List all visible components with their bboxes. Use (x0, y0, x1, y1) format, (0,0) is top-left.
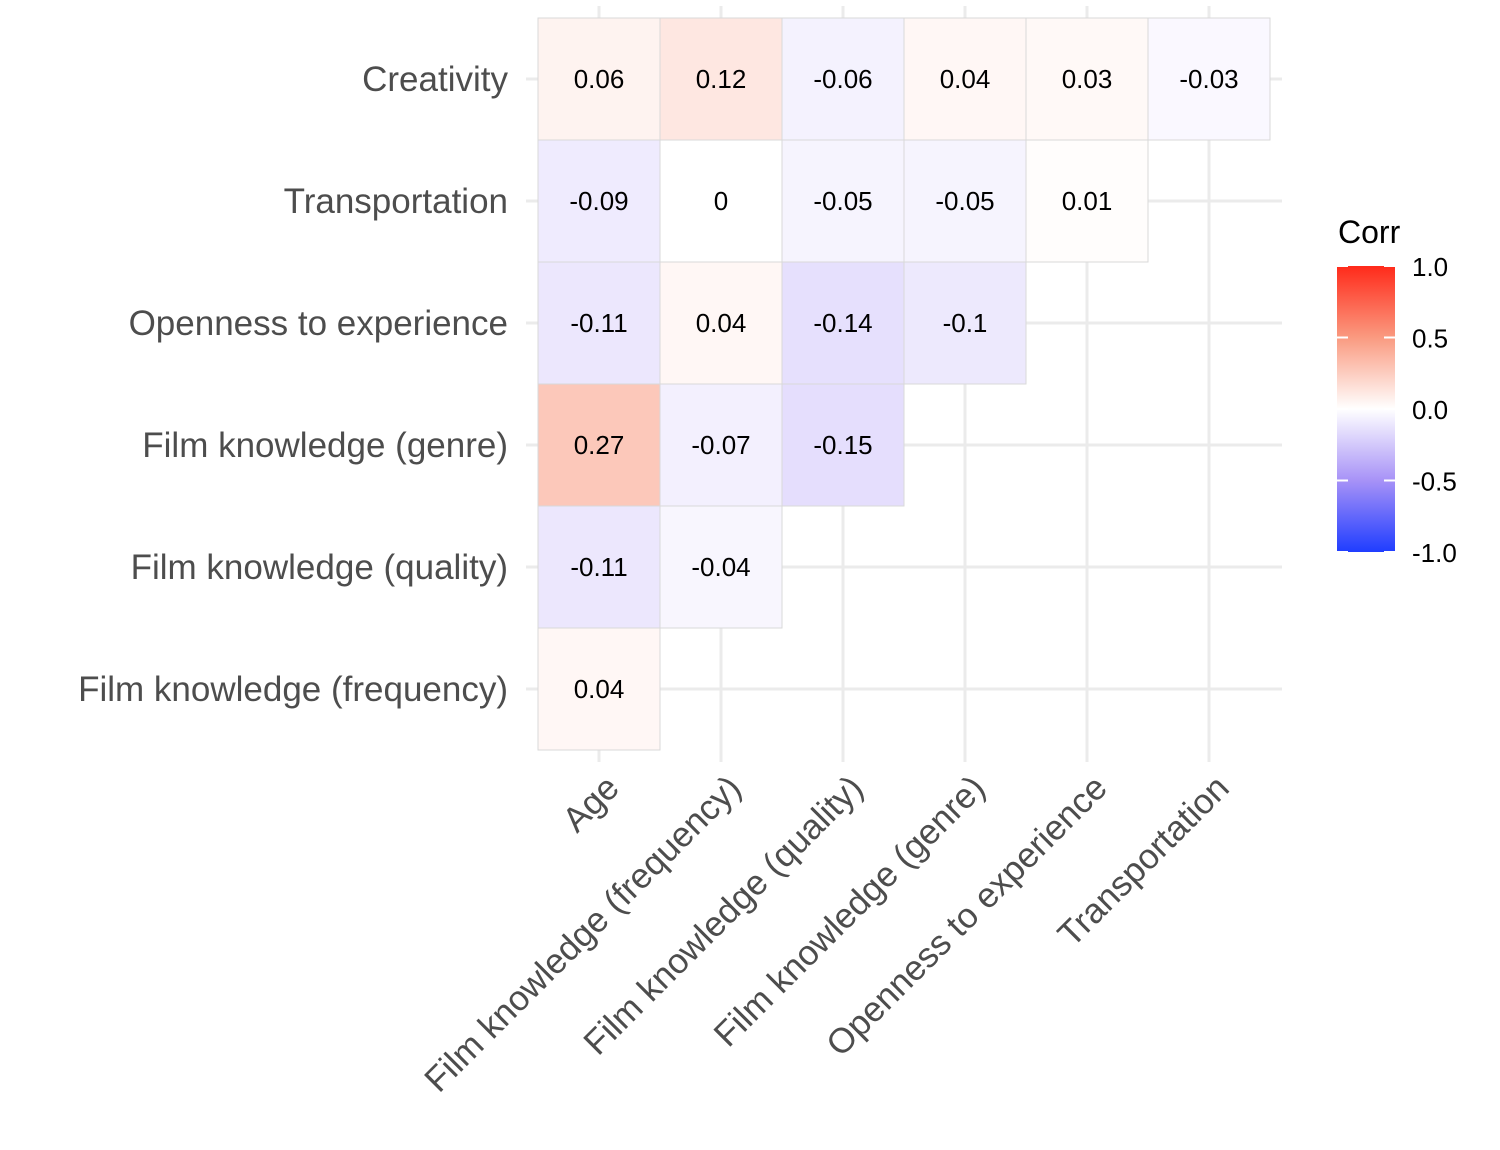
tile-value-label: 0.04 (574, 674, 625, 704)
tile-value-label: -0.05 (935, 186, 994, 216)
x-tick-label: Age (555, 768, 627, 840)
y-axis-labels: Film knowledge (frequency) Film knowledge… (78, 60, 508, 709)
heatmap-tile (537, 139, 661, 263)
y-tick-label: Film knowledge (genre) (142, 426, 508, 465)
legend: Corr 1.0 0.5 0.0 -0.5 -1.0 (1337, 214, 1457, 568)
tile-value-label: 0.12 (696, 64, 747, 94)
heatmap-tile (781, 261, 905, 385)
tile-value-label: 0 (714, 186, 728, 216)
tile-value-label: -0.09 (569, 186, 628, 216)
tile-value-label: 0.03 (1062, 64, 1113, 94)
heatmap-tile (781, 17, 905, 141)
tile-value-label: -0.14 (813, 308, 872, 338)
heatmap-tile (903, 17, 1027, 141)
heatmap-tile (1147, 17, 1271, 141)
heatmap-tile (1025, 17, 1149, 141)
heatmap-tile (903, 261, 1027, 385)
y-tick-label: Creativity (362, 60, 508, 99)
legend-tick-label: 0.0 (1412, 395, 1448, 425)
heatmap-tile (537, 383, 661, 507)
tile-value-label: -0.1 (943, 308, 988, 338)
y-tick-label: Transportation (284, 182, 508, 221)
y-tick-label: Film knowledge (quality) (131, 548, 508, 587)
heatmap-tile (659, 383, 783, 507)
y-tick-label: Openness to experience (129, 304, 508, 343)
tile-value-label: 0.04 (696, 308, 747, 338)
tiles: 0.06 0.12 -0.06 0.04 0.03 -0.03 -0.09 0 -0.05 -0.… (537, 17, 1271, 751)
tile-value-label: -0.11 (570, 552, 627, 582)
tile-value-label: -0.05 (813, 186, 872, 216)
heatmap-tile (659, 139, 783, 263)
heatmap-tile (537, 627, 661, 751)
heatmap-tile (537, 17, 661, 141)
tile-value-label: -0.07 (691, 430, 750, 460)
heatmap-tile (903, 139, 1027, 263)
legend-title: Corr (1338, 214, 1401, 250)
tile-value-label: 0.27 (574, 430, 625, 460)
heatmap-tile (537, 505, 661, 629)
heatmap-tile (781, 383, 905, 507)
tile-value-label: -0.06 (813, 64, 872, 94)
tile-value-label: 0.01 (1062, 186, 1113, 216)
tile-value-label: -0.15 (813, 430, 872, 460)
heatmap-tile (537, 261, 661, 385)
heatmap-tile (659, 505, 783, 629)
tile-value-label: 0.04 (940, 64, 991, 94)
legend-tick-label: 1.0 (1412, 252, 1448, 282)
legend-tick-label: -1.0 (1412, 538, 1457, 568)
legend-tick-label: 0.5 (1412, 324, 1448, 354)
heatmap-tile (1025, 139, 1149, 263)
tile-value-label: -0.04 (691, 552, 750, 582)
heatmap-tile (659, 17, 783, 141)
tile-value-label: -0.03 (1179, 64, 1238, 94)
tile-value-label: -0.11 (570, 308, 627, 338)
legend-tick-label: -0.5 (1412, 467, 1457, 497)
tile-value-label: 0.06 (574, 64, 625, 94)
heatmap-tile (781, 139, 905, 263)
y-tick-label: Film knowledge (frequency) (78, 670, 508, 709)
